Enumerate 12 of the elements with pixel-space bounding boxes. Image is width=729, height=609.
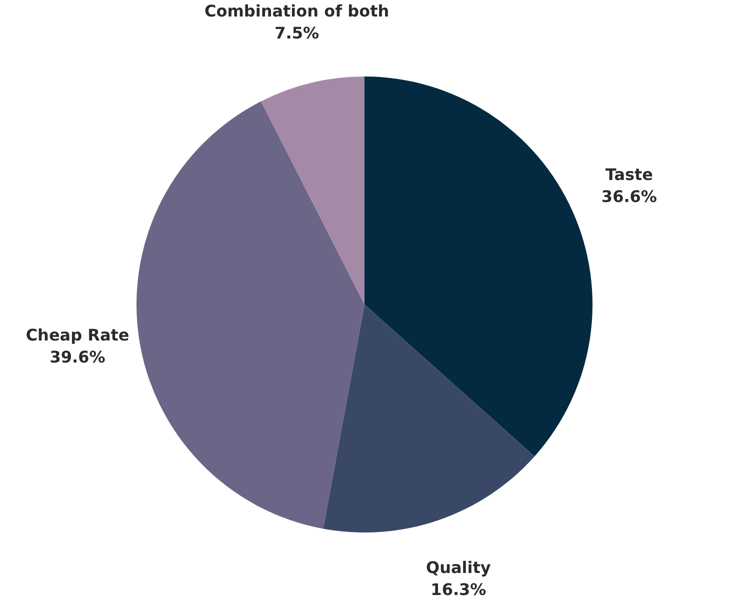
pie-slice bbox=[323, 304, 535, 532]
data-label: 36.6% bbox=[601, 186, 657, 206]
slice-label: Cheap Rate bbox=[26, 325, 130, 344]
data-label: 39.6% bbox=[50, 347, 106, 366]
pie-slice bbox=[364, 76, 592, 456]
slice-label: Combination of both bbox=[204, 2, 390, 21]
slice-label: Quality bbox=[426, 558, 492, 577]
data-label: 7.5% bbox=[274, 24, 319, 43]
data-label: 16.3% bbox=[430, 580, 486, 599]
pie-slice bbox=[136, 101, 364, 529]
pie-slice bbox=[260, 76, 364, 304]
slice-label: Taste bbox=[605, 164, 654, 184]
